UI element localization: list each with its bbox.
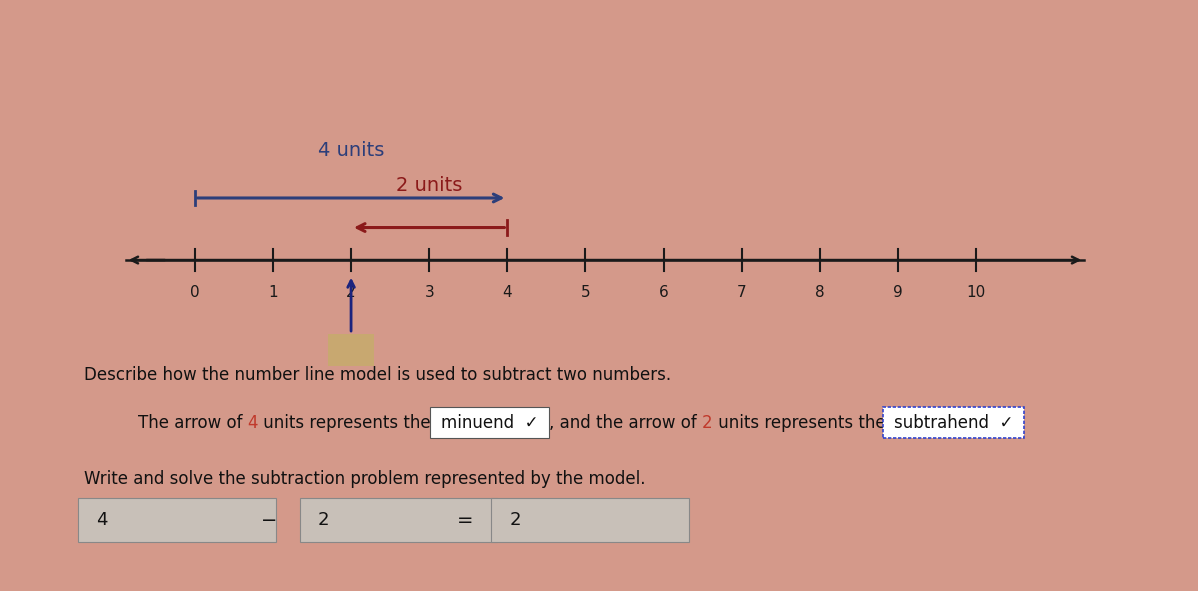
- Text: 2: 2: [509, 511, 521, 529]
- Text: 3: 3: [424, 285, 434, 300]
- Text: 2: 2: [317, 511, 329, 529]
- Text: 4: 4: [96, 511, 108, 529]
- Text: 4: 4: [248, 414, 258, 431]
- Text: units represents the: units represents the: [713, 414, 885, 431]
- Text: 9: 9: [893, 285, 903, 300]
- Text: Write and solve the subtraction problem represented by the model.: Write and solve the subtraction problem …: [84, 470, 646, 488]
- Text: 4: 4: [502, 285, 512, 300]
- Text: Describe how the number line model is used to subtract two numbers.: Describe how the number line model is us…: [84, 366, 671, 384]
- Text: 6: 6: [659, 285, 668, 300]
- Text: 8: 8: [815, 285, 824, 300]
- FancyBboxPatch shape: [491, 498, 689, 543]
- Text: minuend  ✓: minuend ✓: [441, 414, 538, 431]
- Text: 2 units: 2 units: [397, 176, 462, 195]
- FancyBboxPatch shape: [78, 498, 276, 543]
- FancyBboxPatch shape: [328, 334, 374, 366]
- Text: −: −: [261, 511, 278, 530]
- Text: 2: 2: [702, 414, 713, 431]
- FancyBboxPatch shape: [430, 407, 549, 438]
- Text: The arrow of: The arrow of: [138, 414, 248, 431]
- Text: , and the arrow of: , and the arrow of: [549, 414, 702, 431]
- Text: 4 units: 4 units: [317, 141, 385, 160]
- Text: 2: 2: [346, 285, 356, 300]
- Text: 7: 7: [737, 285, 746, 300]
- Text: 1: 1: [268, 285, 278, 300]
- FancyBboxPatch shape: [300, 498, 497, 543]
- Text: 5: 5: [581, 285, 591, 300]
- Text: subtrahend  ✓: subtrahend ✓: [894, 414, 1014, 431]
- FancyBboxPatch shape: [883, 407, 1024, 438]
- Text: =: =: [456, 511, 473, 530]
- Text: 0: 0: [190, 285, 200, 300]
- Text: 10: 10: [967, 285, 986, 300]
- Text: units represents the: units represents the: [258, 414, 436, 431]
